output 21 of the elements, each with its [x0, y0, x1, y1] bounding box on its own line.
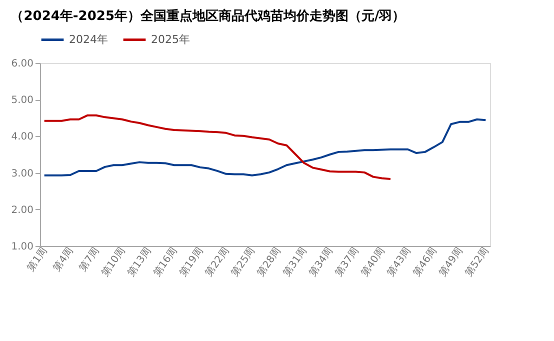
x-tick-label: 第37周	[332, 245, 362, 279]
y-tick-label: 5.00	[11, 95, 34, 106]
y-tick-label: 1.00	[11, 242, 34, 252]
x-tick-label: 第25周	[228, 245, 258, 279]
line-series	[43, 114, 392, 180]
x-tick-label: 第34周	[306, 245, 336, 279]
legend-label: 2024年	[69, 32, 108, 46]
x-tick-label: 第28周	[254, 245, 284, 279]
y-tick-label: 2.00	[11, 204, 34, 216]
x-tick-label: 第31周	[280, 245, 310, 279]
line-series	[43, 118, 487, 176]
x-tick-label: 第40周	[358, 245, 388, 279]
x-tick-label: 第46周	[410, 245, 440, 279]
legend-label: 2025年	[151, 32, 190, 46]
x-tick-label: 第4周	[50, 245, 76, 274]
y-tick-label: 4.00	[11, 132, 34, 143]
x-tick-label: 第43周	[384, 245, 414, 279]
x-tick-label: 第7周	[76, 245, 102, 274]
y-tick-label: 3.00	[11, 168, 34, 180]
chart-title: （2024年-2025年）全国重点地区商品代鸡苗均价走势图（元/羽）	[10, 8, 406, 24]
y-tick-label: 6.00	[11, 58, 34, 70]
